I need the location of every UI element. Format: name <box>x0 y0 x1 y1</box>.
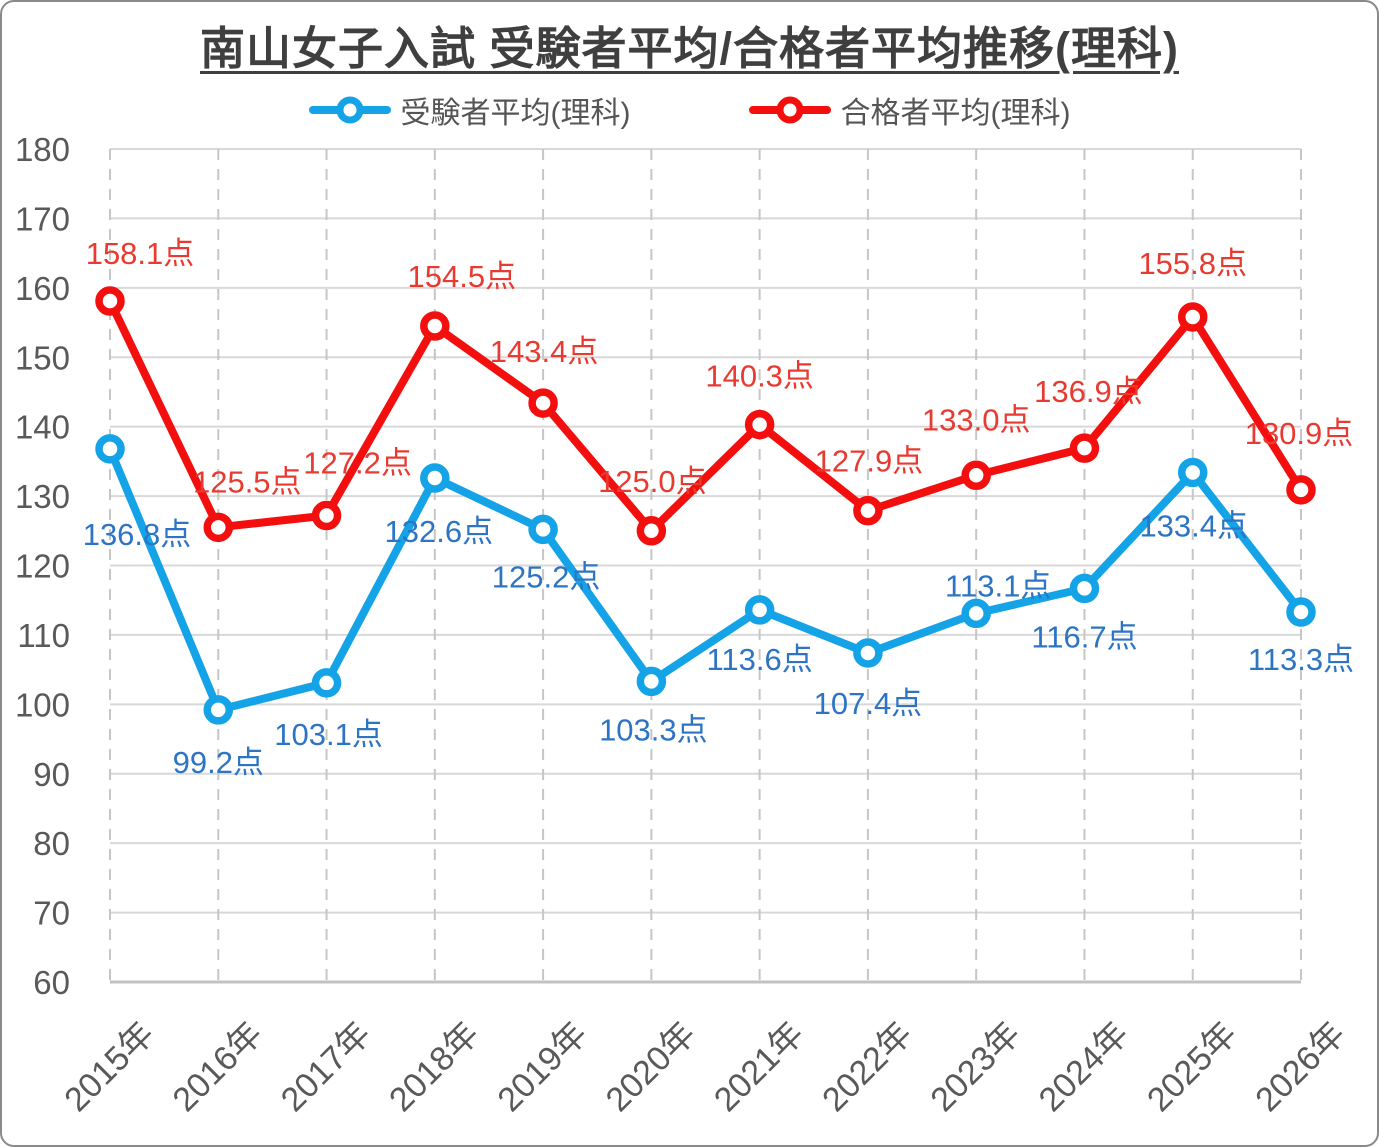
data-label-1-0: 158.1点 <box>86 236 195 271</box>
y-tick-label: 90 <box>33 756 70 793</box>
data-point-1-6 <box>744 409 775 440</box>
data-label-0-9: 116.7点 <box>1031 619 1137 654</box>
data-label-1-10: 155.8点 <box>1138 246 1247 281</box>
chart-title: 南山女子入試 受験者平均/合格者平均推移(理科) <box>200 23 1179 74</box>
data-point-1-4 <box>528 388 558 418</box>
data-label-1-1: 125.5点 <box>193 464 302 499</box>
data-point-1-8 <box>961 460 991 491</box>
data-point-0-7 <box>853 638 883 668</box>
data-label-1-4: 143.4点 <box>490 334 599 369</box>
y-tick-label: 80 <box>33 825 70 862</box>
data-point-1-5 <box>636 516 667 546</box>
data-point-0-8 <box>961 598 991 629</box>
data-label-0-10: 133.4点 <box>1139 508 1248 543</box>
y-tick-label: 150 <box>15 339 70 376</box>
legend-item-1: 合格者平均(理科) <box>748 88 1071 132</box>
legend-item-0: 受験者平均(理科) <box>308 88 631 132</box>
data-label-0-5: 103.3点 <box>599 712 708 747</box>
legend-label: 合格者平均(理科) <box>840 97 1071 130</box>
x-tick-label: 2021年 <box>707 1015 811 1119</box>
data-label-1-7: 127.9点 <box>815 444 924 479</box>
data-label-1-11: 130.9点 <box>1245 416 1354 451</box>
x-tick-label: 2020年 <box>599 1015 703 1119</box>
data-point-0-5 <box>636 666 667 697</box>
y-tick-label: 180 <box>15 131 70 168</box>
data-label-1-3: 154.5点 <box>408 259 517 294</box>
y-tick-label: 70 <box>33 895 70 932</box>
data-label-0-1: 99.2点 <box>173 745 264 780</box>
x-tick-label: 2019年 <box>490 1015 594 1119</box>
data-point-0-9 <box>1069 573 1100 604</box>
data-point-0-6 <box>744 595 775 625</box>
data-point-1-3 <box>420 311 450 341</box>
data-label-1-6: 140.3点 <box>705 359 814 394</box>
y-tick-label: 160 <box>15 270 70 307</box>
y-tick-label: 110 <box>17 617 70 654</box>
series-line-0 <box>106 444 1305 714</box>
data-point-0-11 <box>1286 597 1316 627</box>
data-point-0-2 <box>311 668 342 698</box>
data-point-0-0 <box>95 434 125 464</box>
legend: 受験者平均(理科) 合格者平均(理科) <box>2 88 1377 132</box>
data-point-1-1 <box>203 512 234 543</box>
legend-label: 受験者平均(理科) <box>400 97 631 130</box>
y-tick-label: 120 <box>15 548 70 585</box>
x-tick-label: 2016年 <box>166 1015 270 1119</box>
data-point-0-1 <box>203 695 234 725</box>
data-point-1-11 <box>1286 475 1316 505</box>
x-tick-label: 2024年 <box>1032 1015 1136 1119</box>
x-tick-label: 2018年 <box>382 1015 486 1119</box>
x-tick-label: 2023年 <box>923 1015 1027 1119</box>
data-point-0-10 <box>1177 457 1208 488</box>
data-label-0-2: 103.1点 <box>274 717 383 752</box>
data-point-1-7 <box>853 495 883 526</box>
data-point-0-4 <box>528 514 558 545</box>
x-tick-label: 2026年 <box>1248 1015 1352 1119</box>
data-label-1-5: 125.0点 <box>598 464 707 499</box>
data-label-1-2: 127.2点 <box>303 446 412 481</box>
x-tick-label: 2017年 <box>274 1015 378 1119</box>
y-tick-label: 130 <box>15 478 70 515</box>
series-line-1 <box>106 297 1305 535</box>
x-tick-label: 2025年 <box>1140 1015 1244 1119</box>
data-point-1-10 <box>1177 302 1208 332</box>
data-point-1-2 <box>311 500 342 531</box>
data-point-1-9 <box>1069 433 1100 463</box>
x-tick-label: 2015年 <box>57 1015 161 1119</box>
y-tick-label: 140 <box>15 409 70 446</box>
data-label-0-7: 107.4点 <box>814 686 923 721</box>
legend-marker-icon <box>748 96 831 124</box>
y-tick-label: 60 <box>33 964 70 1001</box>
legend-marker-icon <box>308 96 391 124</box>
data-label-0-11: 113.3点 <box>1248 642 1354 677</box>
data-label-0-8: 113.1点 <box>945 568 1051 603</box>
x-tick-label: 2022年 <box>815 1015 919 1119</box>
y-tick-label: 100 <box>15 686 70 723</box>
data-label-0-0: 136.8点 <box>83 517 192 552</box>
y-tick-label: 170 <box>15 200 70 237</box>
data-label-1-8: 133.0点 <box>922 402 1031 437</box>
data-label-0-3: 132.6点 <box>385 514 494 549</box>
data-label-0-6: 113.6点 <box>706 642 812 677</box>
data-label-0-4: 125.2点 <box>492 559 601 594</box>
data-point-1-0 <box>95 286 125 316</box>
data-point-0-3 <box>420 463 450 493</box>
data-label-1-9: 136.9点 <box>1034 374 1143 409</box>
